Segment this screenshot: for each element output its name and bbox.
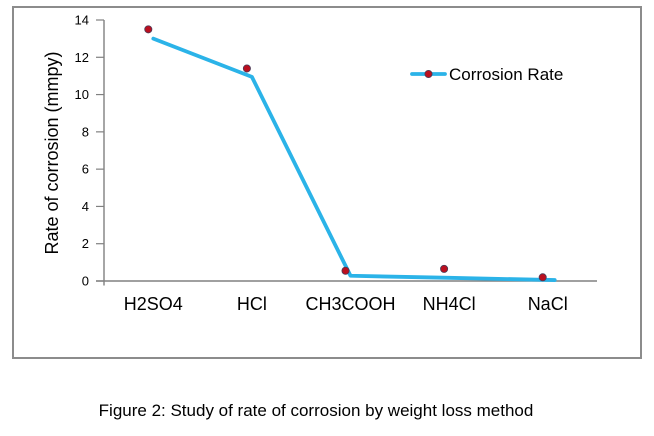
- y-tick-label: 12: [75, 50, 89, 65]
- x-category-label: NaCl: [528, 294, 568, 314]
- data-point-marker: [440, 264, 449, 273]
- x-category-label: HCl: [237, 294, 267, 314]
- data-point-marker: [242, 64, 251, 73]
- legend-marker-icon: [424, 70, 433, 79]
- y-axis-title: Rate of corrosion (mmpy): [42, 51, 62, 254]
- figure-caption: Figure 2: Study of rate of corrosion by …: [98, 401, 534, 420]
- data-point-marker: [341, 266, 350, 275]
- x-category-label: H2SO4: [124, 294, 183, 314]
- y-tick-label: 10: [75, 87, 89, 102]
- y-tick-label: 0: [82, 274, 89, 289]
- data-point-marker: [144, 25, 153, 34]
- y-tick-label: 14: [75, 13, 89, 28]
- y-tick-label: 2: [82, 236, 89, 251]
- y-tick-label: 6: [82, 162, 89, 177]
- x-category-label: NH4Cl: [423, 294, 476, 314]
- chart-frame: 0 2 4 6 8 10 12 14 H2SO4 HCl CH3COOH NH4Cl NaCl Corro…: [12, 6, 642, 359]
- x-category-label: CH3COOH: [305, 294, 395, 314]
- corrosion-rate-line: [151, 36, 557, 282]
- corrosion-rate-chart: 0 2 4 6 8 10 12 14 H2SO4 HCl CH3COOH NH4Cl NaCl Corro…: [42, 13, 597, 314]
- y-tick-label: 4: [82, 199, 89, 214]
- data-point-marker: [538, 273, 547, 282]
- y-tick-label: 8: [82, 124, 89, 139]
- legend-label: Corrosion Rate: [449, 65, 563, 84]
